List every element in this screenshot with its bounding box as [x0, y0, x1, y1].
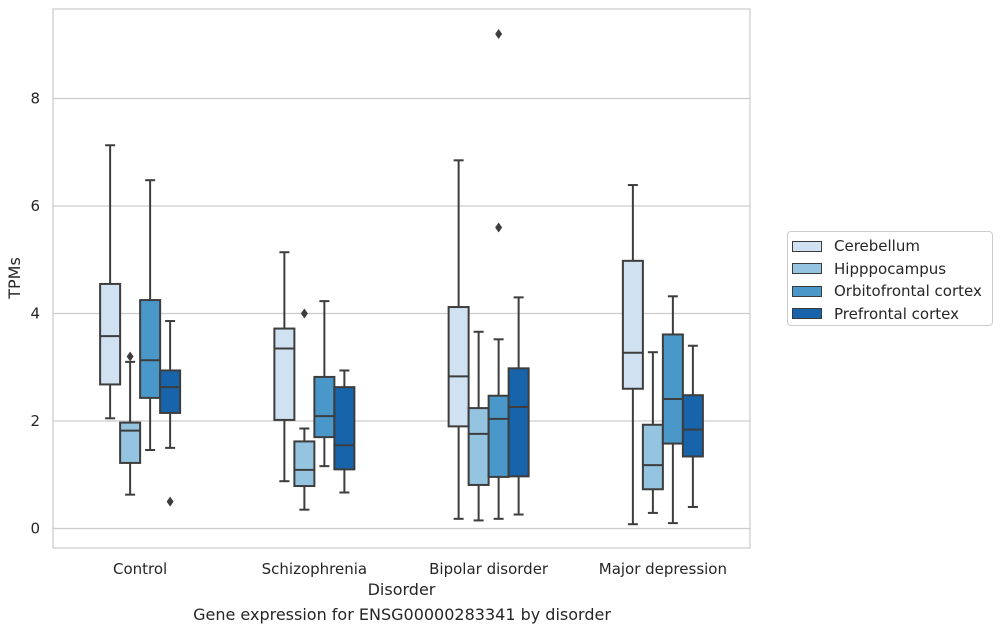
y-tick-label-0: 0	[30, 520, 40, 538]
legend-swatch-prefrontal-cortex	[792, 308, 822, 320]
box-bipolar-disorder-orbitofrontal-cortex	[487, 394, 510, 478]
box-control-prefrontal-cortex	[159, 369, 182, 414]
box-schizophrenia-hipppocampus	[293, 440, 316, 488]
x-tick-label-control: Control	[113, 560, 167, 578]
x-axis-label: Disorder	[368, 580, 436, 599]
legend-item-hipppocampus: Hipppocampus	[792, 258, 992, 281]
box-control-hipppocampus	[119, 421, 142, 464]
box-schizophrenia-cerebellum	[273, 327, 296, 421]
y-tick-labels: 0 2 4 6 8	[30, 90, 40, 538]
y-tick-label-6: 6	[30, 197, 40, 215]
y-axis-label: TPMs	[5, 257, 24, 300]
x-tick-labels: Control Schizophrenia Bipolar disorder Majo…	[113, 560, 727, 578]
box-control-hipppocampus-outlier-0	[126, 351, 134, 362]
box-major-depression-hipppocampus	[641, 423, 664, 491]
box-schizophrenia-orbitofrontal-cortex	[313, 375, 336, 439]
box-schizophrenia-prefrontal-cortex	[333, 386, 356, 471]
legend-label-prefrontal-cortex: Prefrontal cortex	[834, 304, 959, 323]
legend-label-cerebellum: Cerebellum	[834, 237, 920, 256]
box-control-prefrontal-cortex-outlier-0	[166, 496, 174, 507]
y-tick-label-8: 8	[30, 90, 40, 108]
box-major-depression-prefrontal-cortex	[681, 394, 704, 458]
box-control-orbitofrontal-cortex	[139, 299, 162, 399]
chart-caption: Gene expression for ENSG00000283341 by d…	[193, 605, 611, 624]
legend: Cerebellum Hipppocampus Orbitofrontal co…	[787, 231, 993, 326]
boxes	[99, 29, 704, 526]
x-tick-label-schizophrenia: Schizophrenia	[262, 560, 367, 578]
y-tick-label-4: 4	[30, 305, 40, 323]
legend-label-orbitofrontal-cortex: Orbitofrontal cortex	[834, 282, 982, 301]
box-major-depression-orbitofrontal-cortex	[661, 333, 684, 445]
legend-item-orbitofrontal-cortex: Orbitofrontal cortex	[792, 280, 992, 303]
box-bipolar-disorder-orbitofrontal-cortex-outlier-0	[495, 222, 503, 233]
box-bipolar-disorder-cerebellum	[447, 306, 470, 428]
legend-swatch-hipppocampus	[792, 263, 822, 275]
legend-label-hipppocampus: Hipppocampus	[834, 259, 947, 278]
x-tick-label-bipolar-disorder: Bipolar disorder	[429, 560, 549, 578]
box-bipolar-disorder-orbitofrontal-cortex-outlier-1	[495, 29, 503, 39]
x-tick-label-major-depression: Major depression	[599, 560, 727, 578]
legend-swatch-orbitofrontal-cortex	[792, 285, 822, 297]
legend-item-cerebellum: Cerebellum	[792, 235, 992, 258]
box-bipolar-disorder-hipppocampus	[467, 407, 490, 486]
box-control-cerebellum	[99, 282, 122, 386]
box-bipolar-disorder-prefrontal-cortex	[507, 367, 530, 478]
y-tick-label-2: 2	[30, 412, 40, 430]
plot-frame	[52, 8, 751, 549]
box-schizophrenia-hipppocampus-outlier-0	[300, 308, 308, 319]
legend-swatch-cerebellum	[792, 240, 822, 252]
box-major-depression-cerebellum	[621, 259, 644, 390]
legend-item-prefrontal-cortex: Prefrontal cortex	[792, 303, 992, 326]
